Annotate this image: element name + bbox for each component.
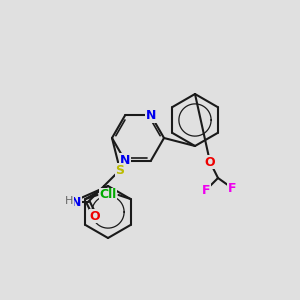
Text: S: S (116, 164, 124, 176)
Text: N: N (71, 196, 81, 208)
Text: F: F (228, 182, 236, 194)
Text: Cl: Cl (99, 188, 112, 202)
Text: O: O (205, 155, 215, 169)
Text: F: F (202, 184, 210, 196)
Text: N: N (146, 109, 156, 122)
Text: Cl: Cl (103, 188, 117, 202)
Text: N: N (120, 154, 130, 167)
Text: O: O (90, 209, 100, 223)
Text: H: H (65, 196, 73, 206)
